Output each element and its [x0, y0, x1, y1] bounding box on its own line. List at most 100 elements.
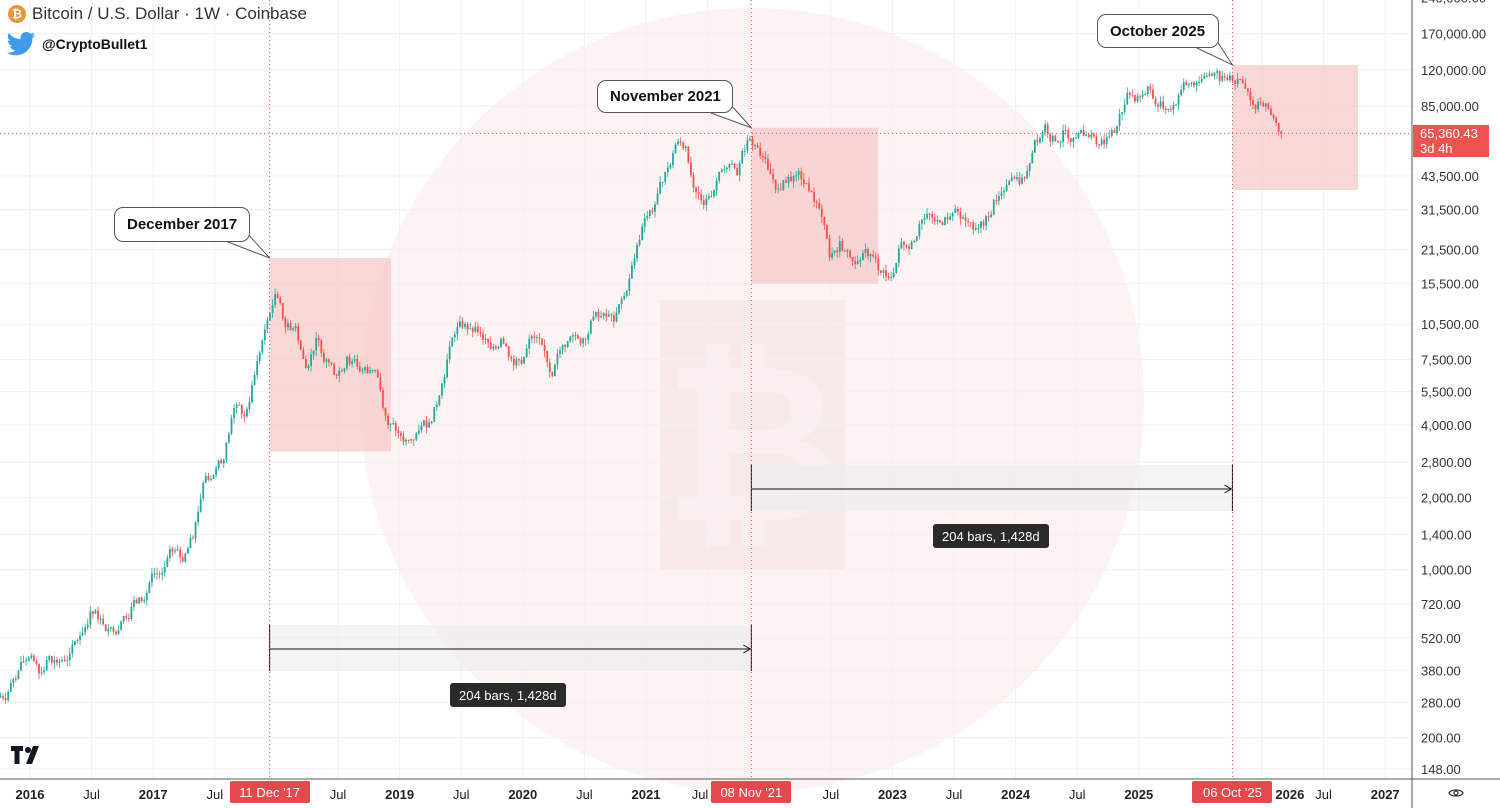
eye-icon[interactable]: [1448, 785, 1464, 801]
twitter-bird-icon: [6, 32, 36, 56]
candle-body: [561, 345, 564, 350]
candle-body: [1116, 125, 1118, 133]
candle-body: [1054, 135, 1057, 142]
candle-body: [592, 316, 595, 321]
candle-body: [613, 315, 615, 322]
candle-body: [1044, 124, 1047, 133]
candle-body: [425, 420, 428, 428]
candle-body: [430, 421, 433, 423]
candle-body: [620, 298, 623, 305]
candle-body: [872, 254, 875, 257]
candle-body: [659, 182, 662, 194]
candle-body: [335, 374, 338, 376]
candle-body: [1092, 134, 1095, 137]
candle-body: [204, 475, 207, 483]
candle-body: [705, 198, 708, 206]
candle-body: [281, 303, 284, 319]
candle-body: [310, 354, 312, 366]
candle-body: [751, 138, 754, 146]
candle-body: [1003, 190, 1005, 193]
price-tick-label: 170,000.00: [1421, 27, 1486, 42]
candle-body: [1095, 136, 1098, 145]
candle-body: [1249, 91, 1252, 101]
candle-body: [764, 156, 767, 159]
candle-body: [543, 345, 546, 352]
candle-body: [1190, 82, 1193, 85]
candle-body: [212, 474, 215, 479]
candle-body: [71, 644, 74, 654]
candle-body: [263, 329, 266, 341]
candle-body: [0, 695, 2, 698]
candle-body: [530, 336, 533, 339]
candle-body: [315, 338, 318, 351]
candle-body: [4, 697, 7, 701]
candle-body: [661, 181, 664, 183]
candle-body: [684, 146, 687, 148]
candle-body: [1152, 89, 1154, 99]
symbol-title: Bitcoin / U.S. Dollar · 1W · Coinbase: [32, 4, 307, 23]
candle-body: [500, 338, 502, 347]
candle-body: [320, 340, 323, 353]
candle-body: [1059, 142, 1062, 144]
candle-body: [718, 171, 721, 181]
candle-body: [279, 298, 282, 304]
candle-body: [672, 153, 674, 166]
tradingview-logo[interactable]: [11, 746, 43, 770]
candle-body: [556, 353, 559, 365]
date-range-band: [269, 625, 752, 671]
candle-body: [325, 359, 328, 362]
candle-body: [1177, 95, 1180, 105]
candle-body: [831, 252, 833, 258]
candle-body: [892, 272, 895, 278]
candle-body: [628, 278, 631, 291]
candle-body: [284, 318, 287, 328]
candle-body: [202, 482, 205, 499]
candle-body: [1244, 83, 1247, 89]
candle-body: [790, 176, 792, 182]
candle-body: [1082, 130, 1085, 136]
candle-body: [815, 201, 818, 203]
candle-body: [826, 224, 828, 239]
candle-body: [720, 169, 723, 172]
candle-body: [1062, 130, 1064, 143]
candle-body: [446, 359, 448, 378]
candle-body: [346, 356, 348, 369]
candle-body: [623, 295, 626, 299]
candle-body: [322, 352, 325, 362]
candle-body: [1098, 144, 1100, 146]
candle-body: [289, 323, 292, 330]
candle-body: [674, 144, 677, 154]
candle-body: [949, 216, 952, 220]
candle-body: [163, 566, 166, 573]
candle-body: [479, 332, 482, 334]
candle-body: [340, 370, 343, 372]
candle-body: [240, 404, 243, 415]
candle-body: [81, 632, 84, 636]
candle-body: [1039, 137, 1041, 143]
candle-body: [1218, 71, 1221, 81]
candle-body: [348, 356, 351, 365]
candle-body: [145, 592, 148, 601]
candle-body: [130, 606, 133, 619]
candle-body: [253, 375, 256, 385]
candle-body: [135, 600, 138, 604]
candle-body: [1013, 177, 1016, 179]
candle-body: [17, 670, 20, 680]
candle-body: [784, 180, 787, 183]
candle-body: [220, 460, 223, 464]
price-tick-label: 21,500.00: [1421, 242, 1479, 257]
candle-body: [507, 346, 510, 357]
candle-body: [1172, 104, 1175, 111]
candle-body: [333, 364, 336, 375]
highlighted-date-label: 08 Nov '21: [711, 781, 792, 803]
candle-body: [605, 313, 608, 317]
price-tick-label: 43,500.00: [1421, 169, 1479, 184]
candle-body: [1134, 95, 1136, 102]
price-tick-label: 7,500.00: [1421, 352, 1472, 367]
candle-body: [410, 439, 413, 441]
candle-body: [707, 196, 710, 199]
candle-body: [222, 459, 225, 464]
candle-body: [251, 384, 253, 403]
candle-body: [484, 338, 487, 340]
